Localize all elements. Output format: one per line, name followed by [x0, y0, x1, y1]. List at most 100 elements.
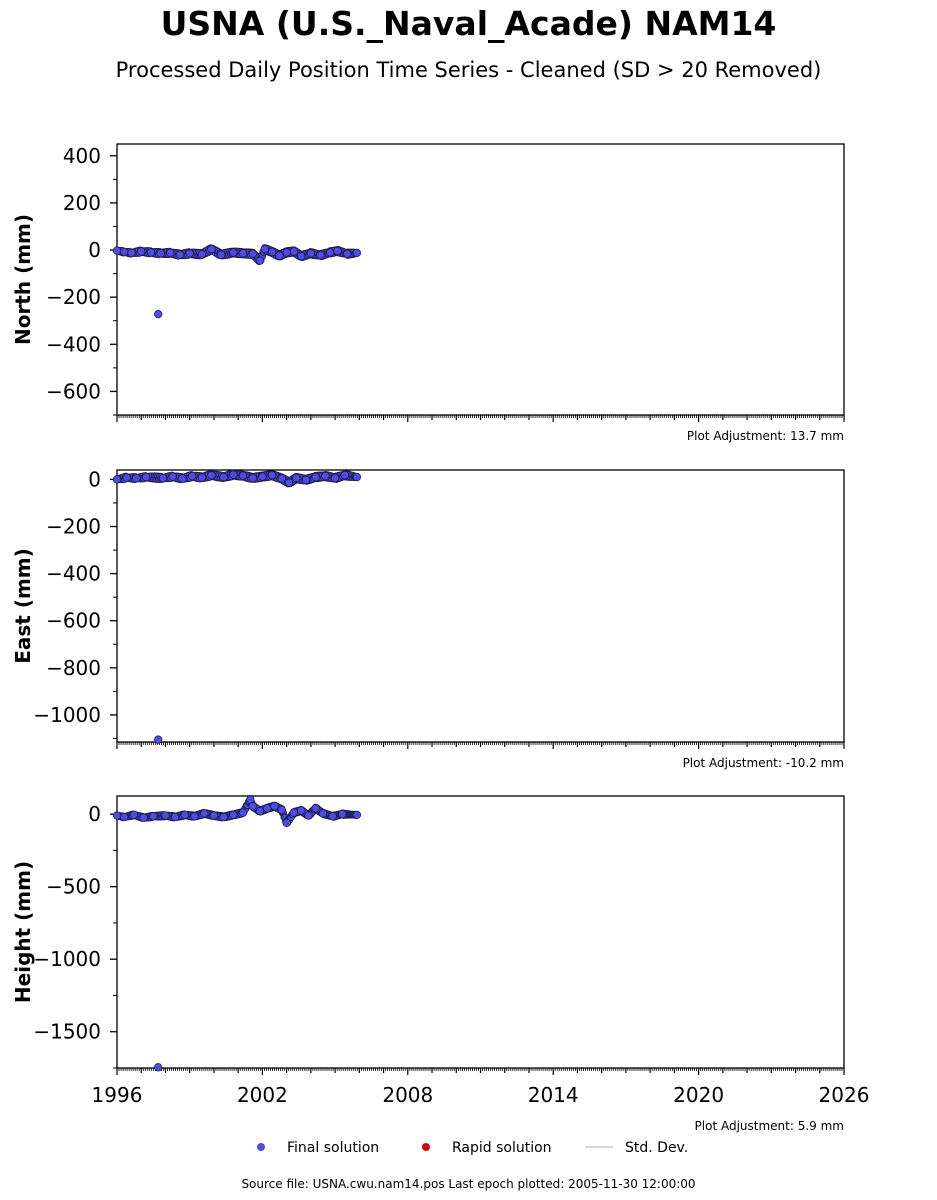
east-data-point — [248, 473, 257, 483]
height-data-point — [277, 805, 286, 814]
height-data-point — [270, 802, 279, 811]
height-data-point — [255, 807, 265, 816]
x-tick-label: 2008 — [382, 1083, 433, 1107]
height-plot-adjustment: Plot Adjustment: 5.9 mm — [695, 1119, 844, 1133]
height-data-point — [297, 806, 306, 815]
east-plot-adjustment: Plot Adjustment: -10.2 mm — [683, 756, 844, 770]
legend-marker — [257, 1143, 265, 1151]
north-data-point — [316, 251, 325, 260]
east-y-tick-label: −600 — [46, 609, 101, 633]
north-data-point — [112, 246, 122, 255]
height-y-tick-label: −1000 — [33, 947, 101, 971]
east-data-point — [277, 474, 286, 483]
height-plot-frame — [116, 795, 845, 1069]
east-data-point — [229, 470, 238, 479]
north-data-point — [137, 247, 146, 256]
east-data-point — [352, 472, 362, 482]
north-plot-adjustment: Plot Adjustment: 13.7 mm — [687, 429, 844, 443]
north-data-point — [343, 249, 352, 258]
east-data-point — [178, 474, 187, 483]
height-data-point — [200, 809, 209, 818]
height-data-point — [180, 810, 190, 820]
east-data-point — [284, 478, 294, 487]
north-data-point — [255, 256, 265, 265]
north-data-point — [185, 249, 194, 258]
east-data-point — [141, 472, 151, 482]
east-data-point — [258, 472, 267, 481]
north-data-point — [154, 309, 163, 319]
height-data-point — [248, 802, 257, 811]
chart-title: USNA (U.S._Naval_Acade) NAM14 — [160, 4, 777, 43]
east-data-point — [321, 471, 330, 481]
north-data-point — [333, 246, 342, 256]
x-tick-label: 2026 — [819, 1083, 870, 1107]
legend-marker — [422, 1143, 430, 1151]
height-data-point — [219, 812, 228, 822]
height-data-point — [238, 808, 248, 817]
north-data-point — [289, 247, 299, 256]
east-data-point — [168, 472, 177, 481]
source-footer: Source file: USNA.cwu.nam14.pos Last epo… — [241, 1177, 696, 1191]
north-data-point — [275, 251, 284, 260]
north-data-point — [146, 248, 156, 257]
north-data-point — [282, 248, 291, 257]
height-data-point — [263, 804, 272, 813]
x-tick-label: 2020 — [673, 1083, 724, 1107]
east-data-point — [158, 473, 168, 483]
height-data-point — [190, 812, 199, 821]
north-data-point — [156, 249, 165, 258]
height-data-point — [112, 811, 122, 820]
north-data-point — [306, 249, 316, 258]
height-y-tick-label: −1500 — [33, 1020, 101, 1044]
legend-label: Std. Dev. — [625, 1140, 688, 1156]
north-data-point — [127, 248, 136, 258]
height-y-tick-label: 0 — [88, 802, 101, 826]
east-data-point — [154, 735, 163, 744]
north-data-point — [248, 249, 257, 258]
east-data-point — [132, 474, 141, 483]
north-y-tick-label: 400 — [63, 144, 101, 168]
east-y-tick-label: −1000 — [33, 703, 101, 727]
east-y-tick-label: −800 — [46, 656, 101, 680]
east-y-tick-label: −400 — [46, 562, 101, 586]
height-data-point — [209, 811, 219, 820]
north-data-point — [207, 244, 216, 254]
north-data-point — [166, 248, 175, 258]
height-data-point — [318, 809, 328, 818]
north-y-tick-label: −400 — [46, 332, 101, 356]
height-data-point — [171, 812, 180, 822]
north-data-point — [175, 250, 185, 259]
east-y-tick-label: −200 — [46, 515, 101, 539]
x-tick-label: 1996 — [92, 1083, 143, 1107]
north-plot-frame — [116, 143, 845, 416]
east-data-point — [267, 471, 277, 480]
north-data-point — [267, 247, 277, 257]
height-data-point — [338, 809, 347, 819]
height-data-point — [282, 818, 291, 827]
north-y-axis-label: North (mm) — [11, 214, 35, 345]
north-data-point — [260, 244, 269, 254]
height-data-point — [289, 808, 299, 817]
east-data-point — [301, 475, 311, 485]
north-data-point — [326, 248, 335, 257]
height-data-point — [328, 812, 337, 821]
east-data-point — [122, 473, 131, 482]
east-plot-frame — [116, 469, 845, 743]
north-y-tick-label: −600 — [46, 379, 101, 403]
height-data-point — [139, 813, 148, 822]
east-data-point — [112, 475, 122, 484]
legend-label: Rapid solution — [452, 1140, 552, 1156]
north-data-point — [120, 247, 129, 257]
north-data-point — [297, 252, 306, 261]
height-data-point — [229, 810, 238, 820]
north-y-tick-label: −200 — [46, 285, 101, 309]
height-data-point — [120, 812, 129, 822]
x-tick-label: 2014 — [528, 1083, 579, 1107]
east-y-axis-label: East (mm) — [11, 548, 35, 664]
north-data-point — [238, 249, 248, 258]
east-data-point — [207, 471, 216, 480]
east-data-point — [219, 472, 228, 482]
east-data-point — [311, 472, 320, 482]
height-y-axis-label: Height (mm) — [11, 861, 35, 1003]
